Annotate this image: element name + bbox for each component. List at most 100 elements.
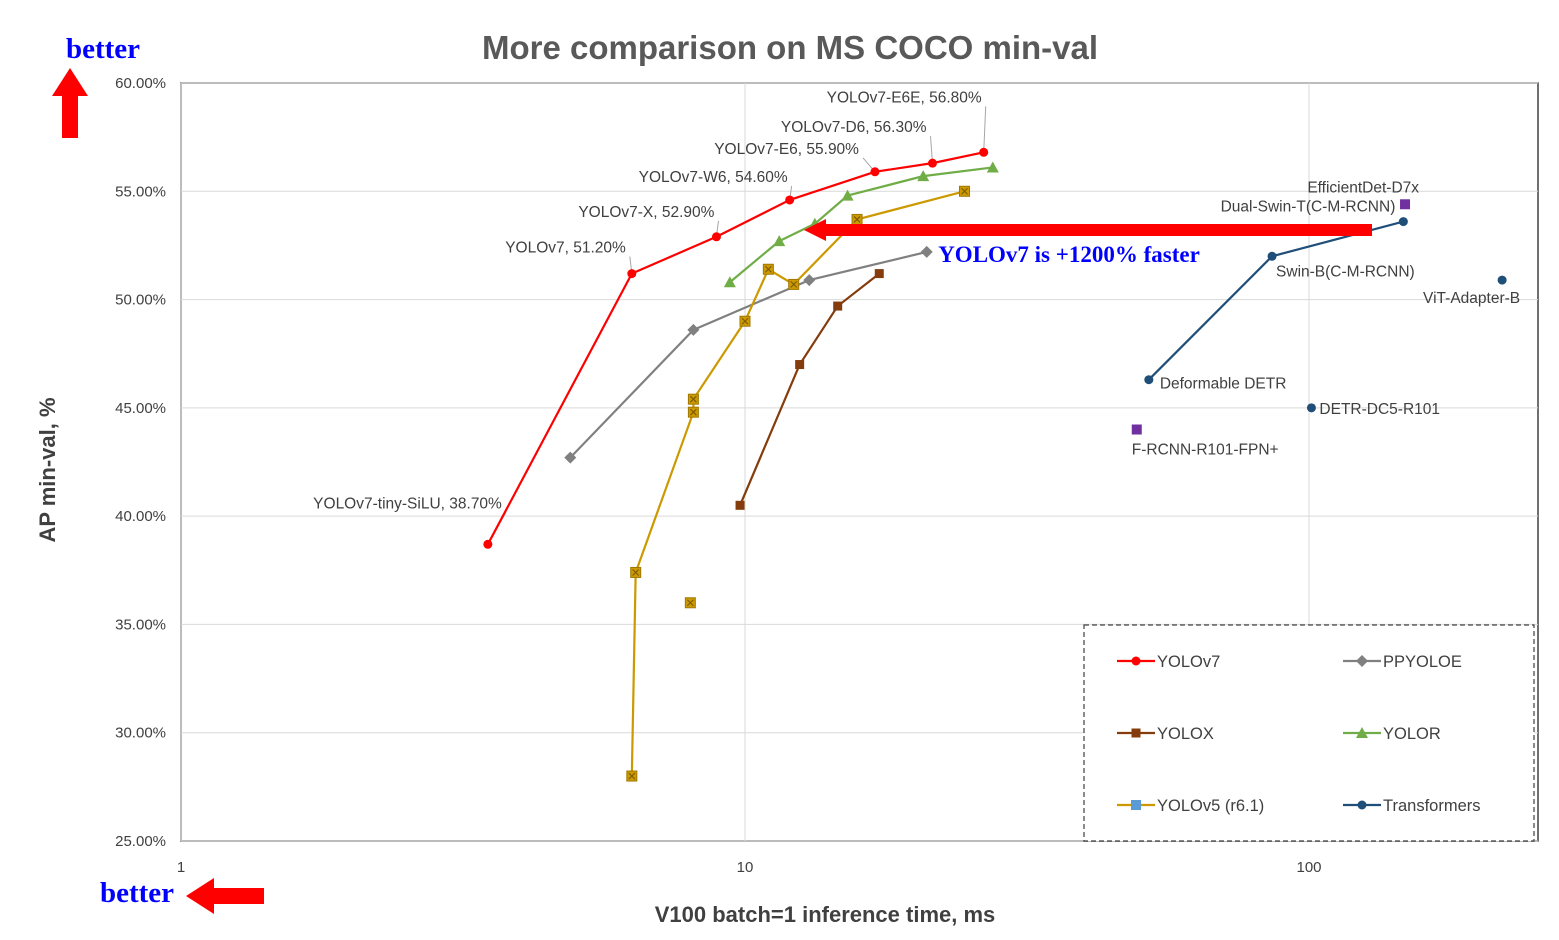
data-point [917,170,930,182]
data-point [1267,251,1277,261]
x-axis-title: V100 batch=1 inference time, ms [655,902,996,927]
legend-label: YOLOR [1383,725,1441,743]
point-marker-cross [632,569,640,576]
data-point [795,360,805,370]
point-label: DETR-DC5-R101 [1319,401,1440,418]
legend-swatch-marker [1356,727,1368,738]
x-tick-label: 100 [1296,859,1321,876]
data-point [735,500,745,510]
point-label: YOLOv7-E6E, 56.80% [827,89,982,106]
data-point [841,189,854,201]
series-yolor [723,161,999,288]
legend-label: PPYOLOE [1383,653,1462,671]
y-tick-label: 50.00% [115,292,166,309]
label-leader [929,136,933,164]
left-arrow-icon [186,878,264,914]
point-marker-cross [961,187,968,195]
data-point [687,323,700,336]
y-tick-label: 55.00% [115,183,166,200]
y-tick-label: 25.00% [115,833,166,850]
y-axis-title: AP min-val, % [35,397,60,542]
point-label: YOLOv7-tiny-SiLU, 38.70% [313,495,502,512]
faster-annotation: YOLOv7 is +1200% faster [938,242,1200,267]
legend-swatch-marker [1131,656,1141,666]
point-label: F-RCNN-R101-FPN+ [1132,442,1279,459]
up-arrow-icon [52,68,88,138]
data-point [773,235,786,247]
point-labels: YOLOv7-tiny-SiLU, 38.70% YOLOv7, 51.20% YO… [313,89,1520,512]
data-point [564,451,577,464]
point-label: Swin-B(C-M-RCNN) [1276,263,1415,280]
y-tick-label: 60.00% [115,75,166,92]
data-point [920,245,933,258]
point-label: ViT-Adapter-B [1423,290,1520,307]
faster-arrow-icon [804,219,1372,241]
chart-title: More comparison on MS COCO min-val [482,29,1098,66]
label-leader [983,106,987,153]
data-point [1306,403,1316,413]
x-tick-label: 10 [737,859,754,876]
legend-item: YOLOX [1117,725,1214,743]
legend-box [1083,624,1535,842]
legend-swatch-marker [1131,728,1141,738]
point-label: YOLOv7-E6, 55.90% [714,141,859,158]
data-point [803,274,816,287]
point-marker-cross [689,395,697,403]
data-point [711,232,721,242]
point-marker-cross [764,265,772,273]
point-label: Dual-Swin-T(C-M-RCNN) [1221,199,1396,216]
point-label: EfficientDet-D7x [1307,179,1419,196]
data-point [723,276,736,288]
data-point [874,269,884,279]
better-label-bottom: better [100,877,174,909]
series-line [729,166,993,284]
point-marker-cross [790,281,798,288]
data-point [833,301,843,311]
point-marker-cross [741,317,749,325]
series-yolox [735,269,884,510]
data-point [1131,424,1142,435]
point-marker-cross [686,599,694,607]
data-point [986,161,999,173]
x-tick-label: 1 [177,859,185,876]
data-point [785,195,795,205]
data-point [1497,275,1507,285]
legend-swatch-marker [1131,800,1141,810]
point-label: YOLOv7-D6, 56.30% [781,119,927,136]
data-point [927,158,937,168]
tick-labels: 25.00% 30.00% 35.00% 40.00% 45.00% 50.00% 55.0… [115,75,1321,876]
y-tick-label: 35.00% [115,616,166,633]
point-label: YOLOv7-X, 52.90% [578,204,714,221]
series-layer [483,147,1507,782]
point-label: YOLOv7-W6, 54.60% [639,169,788,186]
point-label: Deformable DETR [1160,376,1287,393]
legend: YOLOv7 PPYOLOE YOLOX YOLOR YOLOv5 (r6.1) Tran… [1117,653,1481,815]
better-label-top: better [66,33,140,65]
data-point [870,167,880,177]
series-yolov5-r6-1 [626,185,970,782]
point-marker-cross [689,408,697,416]
legend-item: YOLOv5 (r6.1) [1117,797,1264,815]
data-point [627,269,637,279]
series-line [739,272,880,506]
legend-item: PPYOLOE [1343,653,1462,671]
legend-swatch-marker [1357,800,1367,810]
series-yolov7 [483,147,989,549]
legend-label: YOLOX [1157,725,1214,743]
data-point [979,147,989,157]
y-tick-label: 45.00% [115,400,166,417]
point-marker-cross [628,772,636,780]
legend-item: Transformers [1343,797,1481,815]
data-point [483,539,493,549]
data-point [1400,199,1411,210]
legend-item: YOLOR [1343,725,1441,743]
legend-label: YOLOv5 (r6.1) [1157,797,1264,815]
legend-label: Transformers [1383,797,1481,815]
legend-swatch-marker [1356,655,1368,667]
y-tick-label: 30.00% [115,725,166,742]
data-point [1398,217,1408,227]
legend-item: YOLOv7 [1117,653,1220,671]
point-label: YOLOv7, 51.20% [505,240,626,257]
